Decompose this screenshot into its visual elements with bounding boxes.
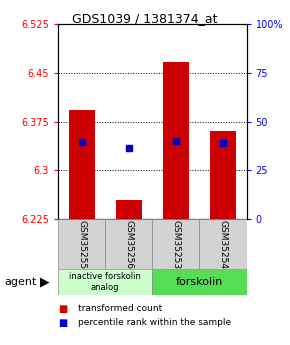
Text: inactive forskolin
analog: inactive forskolin analog <box>69 272 141 292</box>
Text: GSM35255: GSM35255 <box>77 219 86 269</box>
Bar <box>152 219 200 269</box>
Text: GSM35254: GSM35254 <box>218 219 227 269</box>
Text: GSM35256: GSM35256 <box>124 219 133 269</box>
Text: agent: agent <box>4 277 37 287</box>
Bar <box>200 219 246 269</box>
Text: percentile rank within the sample: percentile rank within the sample <box>78 318 231 327</box>
Text: ■: ■ <box>58 304 67 314</box>
Text: forskolin: forskolin <box>176 277 223 287</box>
Text: GSM35253: GSM35253 <box>171 219 180 269</box>
Text: ▶: ▶ <box>40 276 50 289</box>
Bar <box>69 110 95 219</box>
Text: ■: ■ <box>58 318 67 327</box>
Bar <box>163 62 189 219</box>
Bar <box>58 219 105 269</box>
Bar <box>152 269 246 295</box>
Bar <box>116 200 142 219</box>
Text: transformed count: transformed count <box>78 304 163 313</box>
Bar <box>58 269 152 295</box>
Bar <box>105 219 152 269</box>
Text: GDS1039 / 1381374_at: GDS1039 / 1381374_at <box>72 12 218 25</box>
Bar <box>210 131 236 219</box>
